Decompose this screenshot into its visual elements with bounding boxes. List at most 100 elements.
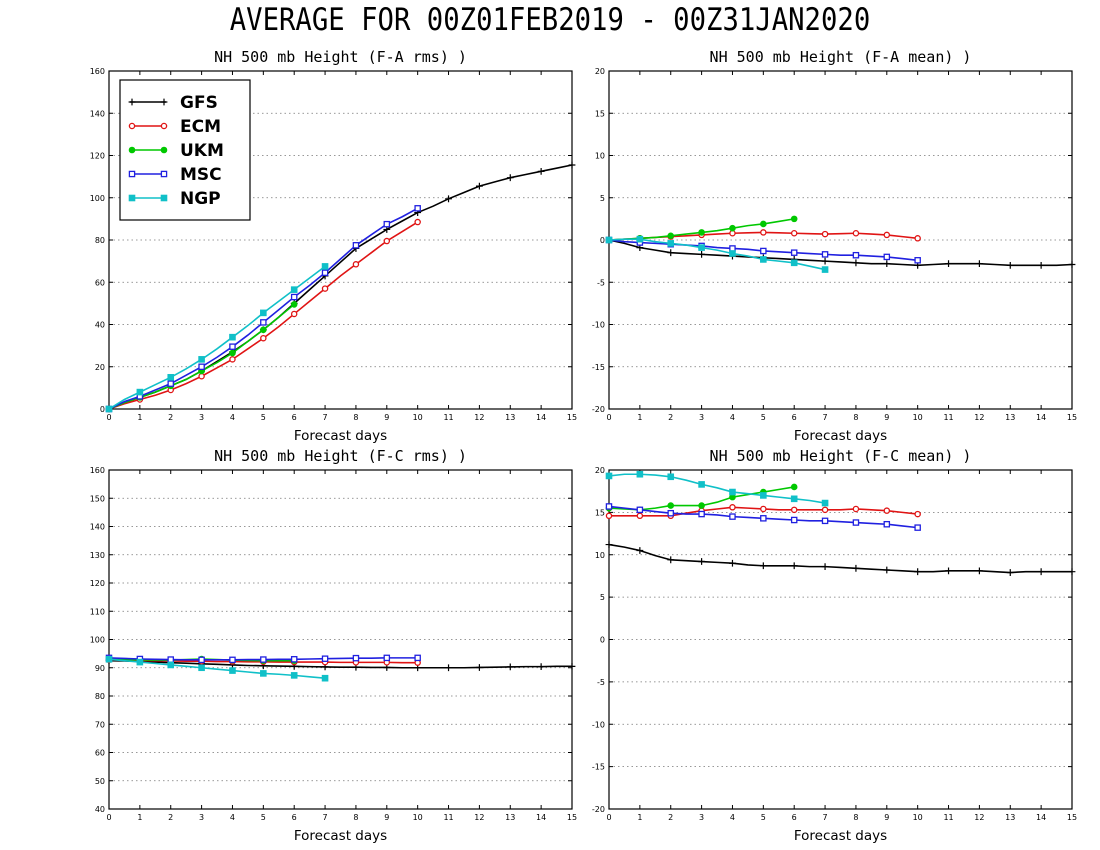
y-tick-label: 10 — [595, 551, 605, 560]
data-point — [198, 373, 205, 380]
y-tick-label: 20 — [95, 363, 105, 372]
y-tick-label: 0 — [100, 405, 105, 414]
data-point — [760, 229, 767, 236]
data-point — [605, 236, 613, 244]
legend-marker — [128, 194, 136, 202]
data-point — [414, 654, 421, 662]
data-point — [136, 658, 144, 666]
data-point — [260, 670, 267, 677]
data-point — [636, 506, 644, 514]
data-point — [976, 567, 983, 575]
y-tick-label: 15 — [595, 109, 605, 118]
data-point — [198, 656, 205, 664]
data-point — [821, 230, 829, 238]
data-point — [852, 505, 860, 513]
x-tick-label: 12 — [474, 813, 484, 822]
x-tick-label: 11 — [443, 813, 453, 822]
y-tick-label: -10 — [592, 720, 605, 729]
data-point — [352, 654, 360, 662]
plot-frame — [108, 469, 573, 810]
x-tick-label: 9 — [884, 413, 889, 422]
series-msc — [105, 205, 421, 413]
x-tick-label: 15 — [567, 413, 577, 422]
y-tick-label: 150 — [90, 494, 105, 503]
legend-marker — [128, 122, 136, 130]
y-tick-label: 0 — [600, 236, 605, 245]
y-tick-label: 160 — [90, 67, 105, 76]
data-point — [167, 656, 174, 663]
data-point — [167, 380, 174, 387]
data-point — [852, 251, 860, 259]
data-point — [729, 224, 736, 232]
y-tick-label: -15 — [592, 763, 605, 772]
data-point — [198, 664, 205, 672]
data-point — [198, 363, 205, 370]
data-point — [760, 247, 767, 255]
data-point — [105, 655, 113, 663]
y-tick-label: 90 — [95, 664, 105, 673]
data-point — [260, 309, 267, 317]
data-point — [506, 663, 514, 671]
data-point — [945, 260, 952, 268]
y-tick-label: 100 — [90, 636, 105, 645]
x-tick-label: 1 — [637, 413, 642, 422]
y-tick-label: 60 — [95, 749, 105, 758]
data-point — [759, 562, 767, 570]
x-tick-label: 7 — [323, 413, 328, 422]
x-axis-label: Forecast days — [794, 428, 887, 444]
legend-label: NGP — [180, 189, 221, 209]
data-point — [414, 218, 421, 226]
data-point — [821, 563, 829, 571]
x-tick-label: 5 — [761, 413, 766, 422]
y-tick-label: 10 — [595, 152, 605, 161]
data-point — [667, 502, 675, 509]
data-point — [260, 319, 267, 326]
data-point — [568, 662, 576, 670]
data-point — [198, 356, 205, 363]
data-point — [883, 231, 891, 239]
data-point — [729, 504, 736, 511]
x-tick-label: 0 — [106, 813, 111, 822]
x-tick-label: 9 — [384, 413, 389, 422]
data-point — [667, 509, 674, 517]
series-ecm — [105, 218, 421, 413]
data-point — [321, 655, 329, 662]
series-ngp — [605, 470, 829, 507]
data-point — [760, 220, 767, 228]
series-ngp — [605, 235, 829, 273]
data-point — [698, 510, 705, 518]
y-tick-label: 15 — [595, 508, 605, 517]
data-point — [667, 556, 675, 564]
y-tick-label: -5 — [597, 278, 605, 287]
data-point — [605, 512, 613, 520]
y-tick-label: 0 — [600, 636, 605, 645]
data-point — [260, 326, 267, 334]
x-tick-label: 6 — [292, 813, 297, 822]
series-line — [608, 238, 826, 271]
data-point — [698, 250, 705, 258]
series-gfs — [605, 541, 1076, 576]
legend-label: ECM — [180, 117, 221, 137]
x-tick-label: 11 — [943, 813, 953, 822]
data-point — [729, 559, 736, 567]
data-point — [476, 182, 483, 190]
y-tick-label: 120 — [90, 579, 105, 588]
data-point — [476, 664, 483, 671]
x-tick-label: 14 — [1036, 813, 1046, 822]
x-tick-label: 6 — [292, 413, 297, 422]
data-point — [636, 512, 644, 520]
y-tick-label: 40 — [95, 805, 105, 814]
x-tick-label: 10 — [913, 413, 923, 422]
data-point — [667, 240, 675, 247]
data-point — [1006, 261, 1014, 269]
data-point — [976, 260, 983, 268]
data-point — [790, 495, 798, 503]
x-tick-label: 5 — [261, 813, 266, 822]
data-point — [945, 567, 952, 575]
series-line — [608, 239, 1073, 267]
page-title: AVERAGE FOR 00Z01FEB2019 - 00Z31JAN2020 — [229, 2, 871, 38]
data-point — [605, 541, 613, 548]
data-point — [729, 250, 736, 257]
